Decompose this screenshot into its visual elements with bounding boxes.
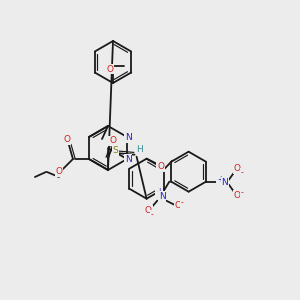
Text: O: O [175,201,182,210]
Text: -: - [181,198,184,207]
Text: O: O [233,191,240,200]
Text: O: O [106,64,113,74]
Text: -: - [151,210,154,219]
Text: N: N [125,134,131,142]
Text: +: + [156,187,163,196]
Text: N: N [221,178,228,187]
Text: +: + [217,175,223,184]
Text: O: O [233,164,240,173]
Text: N: N [125,154,131,164]
Text: O: O [145,206,152,215]
Text: -: - [241,188,243,197]
Text: S: S [112,146,118,155]
Text: N: N [159,192,166,201]
Text: O: O [109,136,116,146]
Text: H: H [136,145,143,154]
Text: O: O [56,167,62,176]
Text: -: - [241,168,243,177]
Text: O: O [63,136,70,145]
Text: O: O [157,162,164,171]
